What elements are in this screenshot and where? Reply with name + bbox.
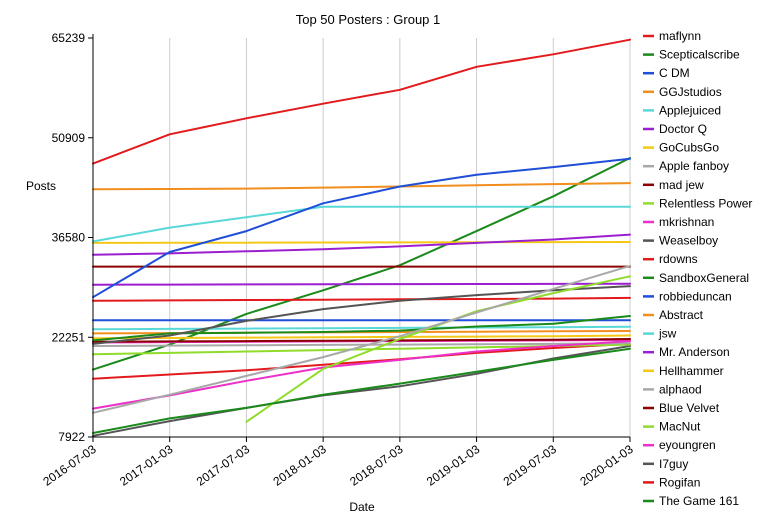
legend-label: Abstract [659, 308, 704, 322]
series-line-ggjstudios [92, 182, 631, 191]
y-tick-label: 36580 [52, 231, 86, 245]
legend-label: mkrishnan [659, 215, 714, 229]
series-line-mkrishnan [92, 340, 631, 410]
y-tick-label: 50909 [52, 131, 86, 145]
series-line-alphaod [92, 342, 631, 347]
x-tick-label: 2019-01-03 [424, 442, 483, 489]
series-line-hellhammer [92, 334, 631, 340]
series-line-jsw [92, 325, 631, 331]
legend-label: I7guy [659, 457, 688, 471]
legend-label: MacNut [659, 420, 701, 434]
legend-label: SandboxGeneral [659, 271, 749, 285]
x-axis-title: Date [349, 500, 375, 514]
series-line-i7guy [92, 345, 631, 437]
y-axis-title: Posts [26, 179, 56, 193]
legend-label: rdowns [659, 252, 698, 266]
legend-label: GoCubsGo [659, 141, 719, 155]
series-line-gocubsgo [92, 241, 631, 244]
legend-label: Hellhammer [659, 364, 724, 378]
legend-label: Blue Velvet [659, 401, 720, 415]
series-line-scepticalscribe [92, 347, 631, 434]
legend-label: robbieduncan [659, 289, 732, 303]
legend-label: Mr. Anderson [659, 345, 730, 359]
legend-label: GGJstudios [659, 85, 722, 99]
legend-label: The Game 161 [659, 494, 739, 508]
legend-label: eyoungren [659, 438, 716, 452]
series-line-doctor-q [92, 233, 631, 256]
legend-label: Doctor Q [659, 122, 707, 136]
x-tick-label: 2020-01-03 [577, 442, 636, 489]
series-line-blue-velvet [92, 338, 631, 343]
legend: maflynn Scepticalscribe C DM GGJstudios Appl… [643, 29, 752, 508]
series-line-rdowns [92, 296, 631, 302]
legend-label: jsw [658, 327, 677, 341]
axes: 7922 22251 36580 50909 65239 2016-07-03 2017-0… [40, 31, 636, 489]
series-line-c-dm [92, 157, 631, 299]
x-tick-label: 2019-07-03 [501, 442, 560, 489]
x-tick-label: 2017-07-03 [194, 442, 253, 489]
series-line-rogifan [92, 342, 631, 380]
legend-label: maflynn [659, 29, 701, 43]
x-tick-label: 2016-07-03 [40, 442, 99, 489]
legend-label: mad jew [659, 178, 704, 192]
y-tick-label: 22251 [52, 330, 86, 344]
series-line-apple-fanboy [92, 264, 631, 414]
x-tick-label: 2017-01-03 [117, 442, 176, 489]
legend-label: alphaod [659, 382, 702, 396]
legend-label: Rogifan [659, 475, 700, 489]
y-tick-label: 65239 [52, 31, 86, 45]
legend-label: Scepticalscribe [659, 48, 740, 62]
series-lines [92, 38, 631, 437]
legend-label: Applejuiced [659, 103, 721, 117]
x-tick-label: 2018-07-03 [347, 442, 406, 489]
legend-label: C DM [659, 66, 690, 80]
x-tick-label: 2018-01-03 [271, 442, 330, 489]
legend-label: Weaselboy [659, 234, 718, 248]
series-line-weaselboy [92, 285, 631, 345]
series-line-maflynn [92, 38, 631, 165]
legend-label: Relentless Power [659, 196, 752, 210]
series-line-mr-anderson [92, 282, 631, 286]
chart-title: Top 50 Posters : Group 1 [296, 12, 441, 27]
series-line-applejuiced [92, 205, 631, 243]
series-line-the-game-161 [92, 157, 631, 371]
legend-label: Apple fanboy [659, 159, 729, 173]
y-tick-label: 7922 [58, 430, 85, 444]
